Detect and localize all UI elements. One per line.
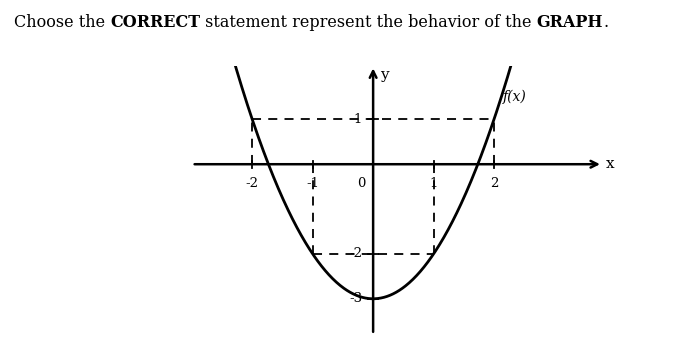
Text: -2: -2 [246, 177, 259, 190]
Text: f(x): f(x) [503, 90, 527, 104]
Text: -2: -2 [349, 247, 362, 260]
Text: .: . [603, 14, 608, 31]
Text: statement represent the behavior of the: statement represent the behavior of the [200, 14, 536, 31]
Text: GRAPH: GRAPH [536, 14, 603, 31]
Text: CORRECT: CORRECT [110, 14, 200, 31]
Text: y: y [380, 68, 389, 82]
Text: -1: -1 [306, 177, 319, 190]
Text: Choose the: Choose the [14, 14, 110, 31]
Text: 1: 1 [429, 177, 438, 190]
Text: 2: 2 [490, 177, 498, 190]
Text: -3: -3 [349, 292, 362, 305]
Text: 0: 0 [358, 177, 366, 190]
Text: x: x [606, 157, 614, 171]
Text: 1: 1 [354, 113, 362, 126]
